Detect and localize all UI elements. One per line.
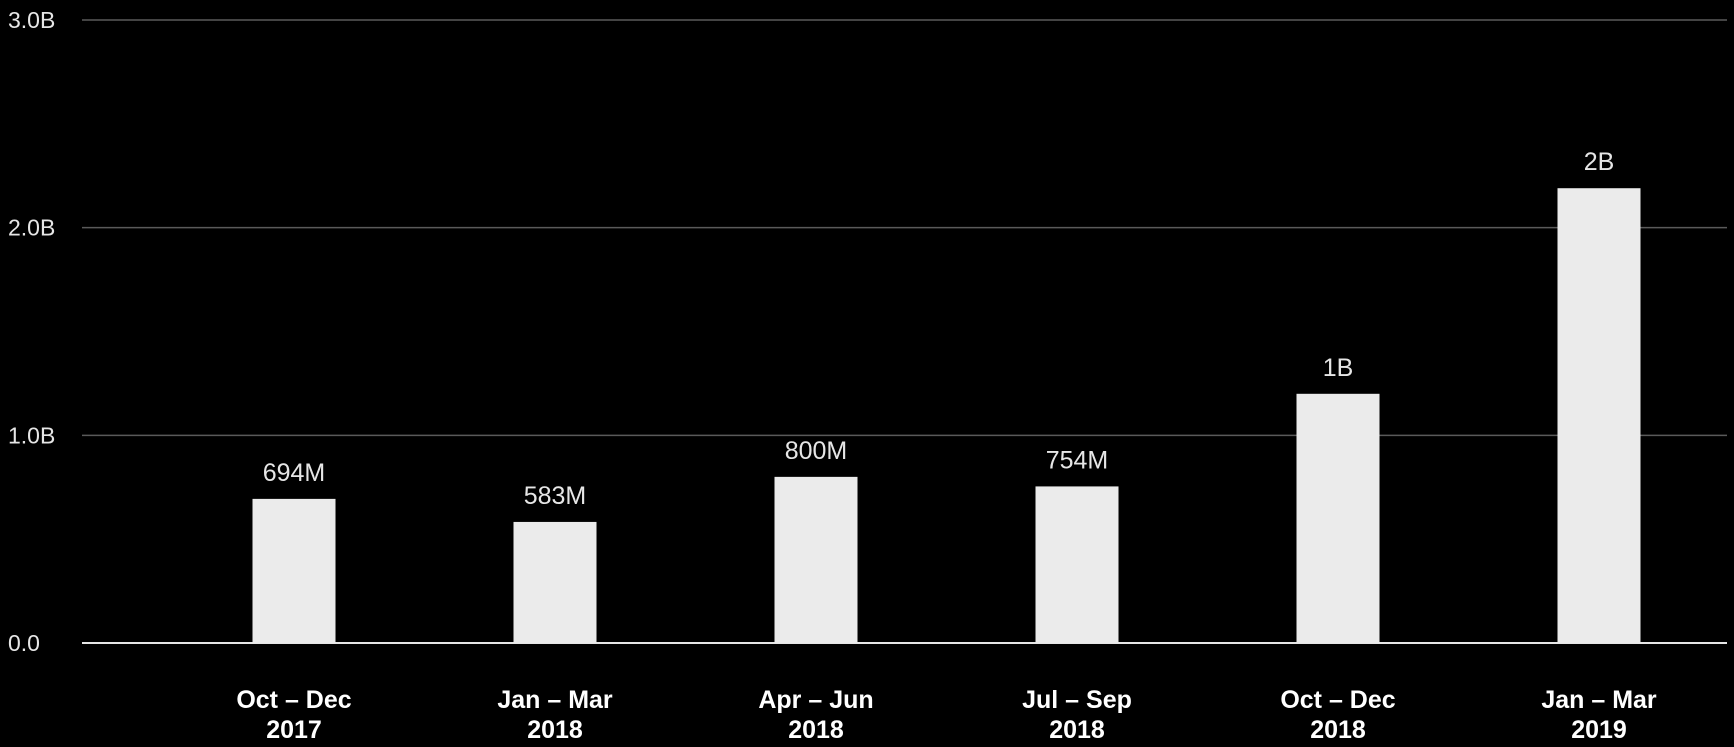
x-tick-label-period: Apr – Jun [758,686,873,714]
y-tick-label: 3.0B [8,7,55,33]
x-tick-label-year: 2018 [788,716,844,742]
x-tick-label-year: 2018 [527,716,583,742]
bar [1296,393,1380,643]
value-labels: 694M 583M 800M 754M 1B 2B [263,148,1615,510]
x-tick-label-year: 2017 [266,716,322,742]
bars [252,188,1641,643]
x-tick-label-period: Oct – Dec [1280,686,1395,714]
x-tick-label-period: Jul – Sep [1022,686,1132,714]
y-tick-label: 2.0B [8,215,55,241]
x-tick-label-year: 2018 [1310,716,1366,742]
bar-value-label: 1B [1323,354,1354,382]
bar [252,498,336,643]
y-tick-label: 1.0B [8,422,55,448]
x-tick-label-period: Jan – Mar [497,686,613,714]
bar [1557,188,1641,643]
gridlines [82,19,1727,644]
x-tick-label-year: 2019 [1571,716,1627,742]
bar [513,521,597,643]
x-tick-label-period: Jan – Mar [1541,686,1657,714]
bar-value-label: 754M [1046,446,1109,474]
bar [1035,486,1119,643]
bar-value-label: 2B [1584,148,1615,176]
bar-value-label: 800M [785,437,848,465]
bar-value-label: 694M [263,459,326,487]
y-tick-label: 0.0 [8,630,40,656]
bar-value-label: 583M [524,482,587,510]
bar [774,476,858,643]
x-tick-label-period: Oct – Dec [236,686,351,714]
x-tick-label-year: 2018 [1049,716,1105,742]
